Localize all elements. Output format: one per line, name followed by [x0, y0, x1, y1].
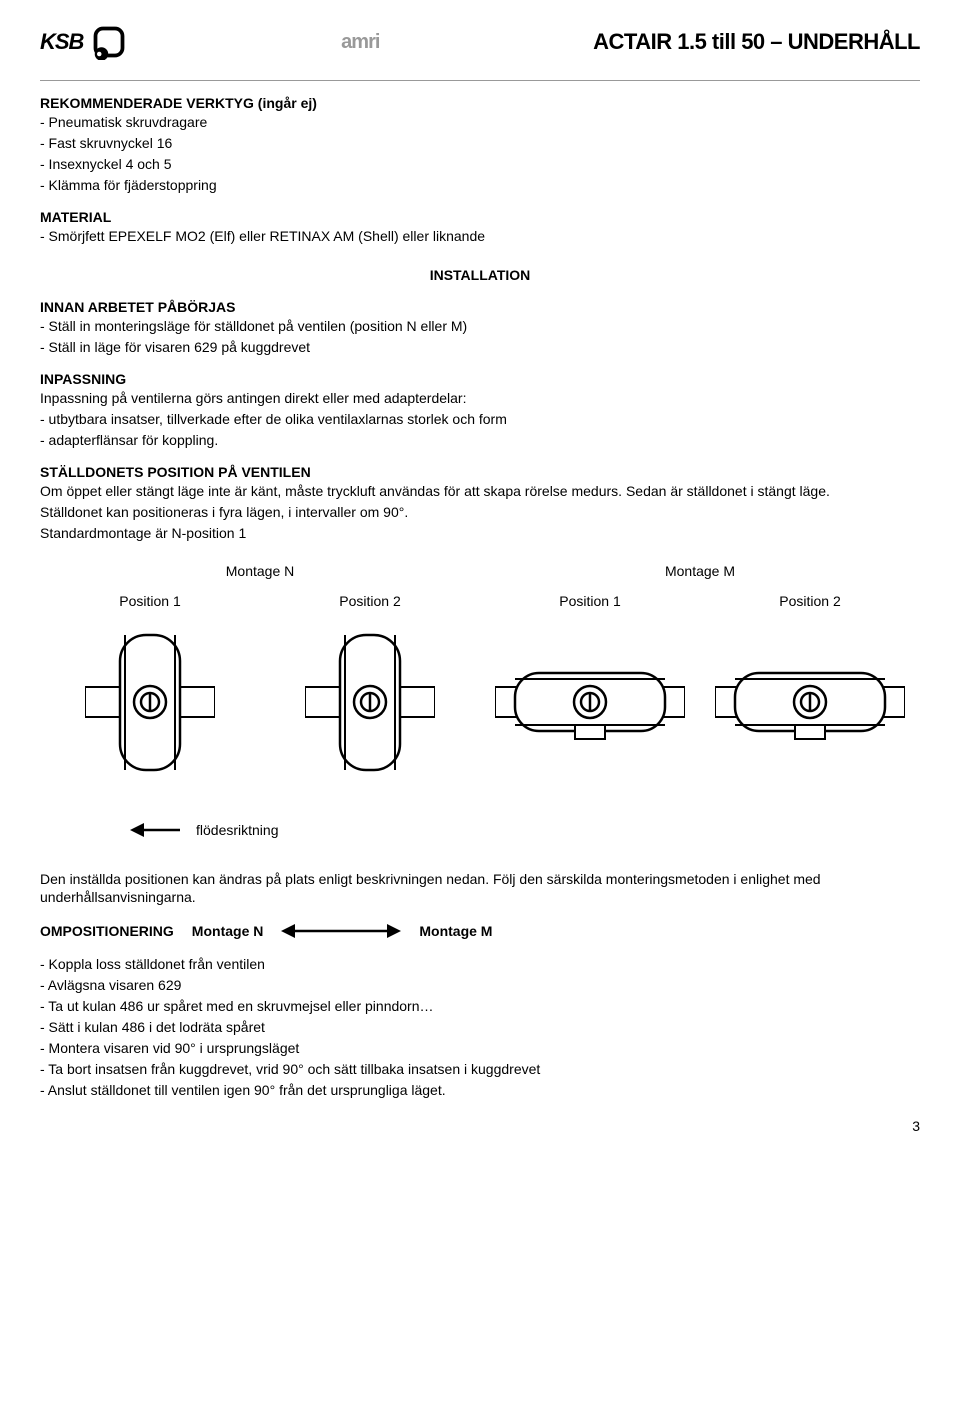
inpassning-line: Inpassning på ventilerna görs antingen d… — [40, 389, 920, 408]
position-body: Om öppet eller stängt läge inte är känt,… — [40, 482, 920, 543]
header-row: KSB amri ACTAIR 1.5 till 50 – UNDERHÅLL — [40, 24, 920, 60]
before-work-item: - Ställ in monteringsläge för ställdonet… — [40, 317, 920, 336]
step-item: - Ta ut kulan 486 ur spåret med en skruv… — [40, 997, 920, 1016]
doc-title: ACTAIR 1.5 till 50 – UNDERHÅLL — [593, 29, 920, 55]
inpassning-line: - adapterflänsar för koppling. — [40, 431, 920, 450]
pos-label: Position 2 — [700, 593, 920, 609]
page-number: 3 — [912, 1118, 920, 1134]
actuator-vertical-icon — [305, 627, 435, 777]
montage-m-pos2: Position 2 — [700, 593, 920, 782]
position-heading: STÄLLDONETS POSITION PÅ VENTILEN — [40, 464, 920, 480]
actuator-horizontal-icon — [495, 627, 685, 777]
montage-n-title: Montage N — [40, 563, 480, 579]
step-item: - Anslut ställdonet till ventilen igen 9… — [40, 1081, 920, 1100]
ksb-icon — [91, 24, 127, 60]
ompos-label: OMPOSITIONERING — [40, 923, 174, 939]
steps-list: - Koppla loss ställdonet från ventilen -… — [40, 955, 920, 1099]
pos-label: Position 1 — [480, 593, 700, 609]
montage-m-pos1: Position 1 — [480, 593, 700, 782]
ksb-logo: KSB — [40, 24, 127, 60]
header-rule — [40, 80, 920, 81]
step-item: - Montera visaren vid 90° i ursprungsläg… — [40, 1039, 920, 1058]
material-list: - Smörjfett EPEXELF MO2 (Elf) eller RETI… — [40, 227, 920, 246]
double-arrow-icon — [281, 921, 401, 941]
tools-item: - Pneumatisk skruvdragare — [40, 113, 920, 132]
flow-direction-row: flödesriktning — [130, 820, 920, 840]
inpassning-body: Inpassning på ventilerna görs antingen d… — [40, 389, 920, 450]
page: KSB amri ACTAIR 1.5 till 50 – UNDERHÅLL … — [0, 0, 960, 1154]
tools-item: - Klämma för fjäderstoppring — [40, 176, 920, 195]
actuator-vertical-icon — [85, 627, 215, 777]
montage-n-group: Montage N Position 1 Position 2 — [40, 563, 480, 782]
installation-heading: INSTALLATION — [40, 267, 920, 283]
flow-direction-label: flödesriktning — [196, 822, 279, 838]
before-work-list: - Ställ in monteringsläge för ställdonet… — [40, 317, 920, 357]
pos-label: Position 2 — [260, 593, 480, 609]
pos-label: Position 1 — [40, 593, 260, 609]
position-line: Standardmontage är N-position 1 — [40, 524, 920, 543]
step-item: - Koppla loss ställdonet från ventilen — [40, 955, 920, 974]
step-item: - Avlägsna visaren 629 — [40, 976, 920, 995]
center-logo: amri — [341, 31, 379, 54]
before-work-item: - Ställ in läge för visaren 629 på kuggd… — [40, 338, 920, 357]
ompos-m: Montage M — [419, 923, 492, 939]
ompos-row: OMPOSITIONERING Montage N Montage M — [40, 921, 920, 941]
inpassning-line: - utbytbara insatser, tillverkade efter … — [40, 410, 920, 429]
step-item: - Ta bort insatsen från kuggdrevet, vrid… — [40, 1060, 920, 1079]
ompos-n: Montage N — [192, 923, 264, 939]
actuator-horizontal-icon — [715, 627, 905, 777]
position-line: Ställdonet kan positioneras i fyra lägen… — [40, 503, 920, 522]
montage-n-pos1: Position 1 — [40, 593, 260, 782]
material-item: - Smörjfett EPEXELF MO2 (Elf) eller RETI… — [40, 227, 920, 246]
montage-m-title: Montage M — [480, 563, 920, 579]
montage-m-positions: Position 1 Position 2 — [480, 593, 920, 782]
tools-heading: REKOMMENDERADE VERKTYG (ingår ej) — [40, 95, 920, 111]
tools-item: - Insexnyckel 4 och 5 — [40, 155, 920, 174]
inpassning-heading: INPASSNING — [40, 371, 920, 387]
montage-m-group: Montage M Position 1 — [480, 563, 920, 782]
tools-item: - Fast skruvnyckel 16 — [40, 134, 920, 153]
step-item: - Sätt i kulan 486 i det lodräta spåret — [40, 1018, 920, 1037]
ksb-brand-text: KSB — [40, 29, 83, 55]
repositioning-intro: Den inställda positionen kan ändras på p… — [40, 870, 920, 908]
arrow-left-icon — [130, 820, 180, 840]
tools-list: - Pneumatisk skruvdragare - Fast skruvny… — [40, 113, 920, 195]
montage-n-positions: Position 1 Position 2 — [40, 593, 480, 782]
montage-row: Montage N Position 1 Position 2 — [40, 563, 920, 782]
montage-n-pos2: Position 2 — [260, 593, 480, 782]
position-line: Om öppet eller stängt läge inte är känt,… — [40, 482, 920, 501]
before-work-heading: INNAN ARBETET PÅBÖRJAS — [40, 299, 920, 315]
material-heading: MATERIAL — [40, 209, 920, 225]
